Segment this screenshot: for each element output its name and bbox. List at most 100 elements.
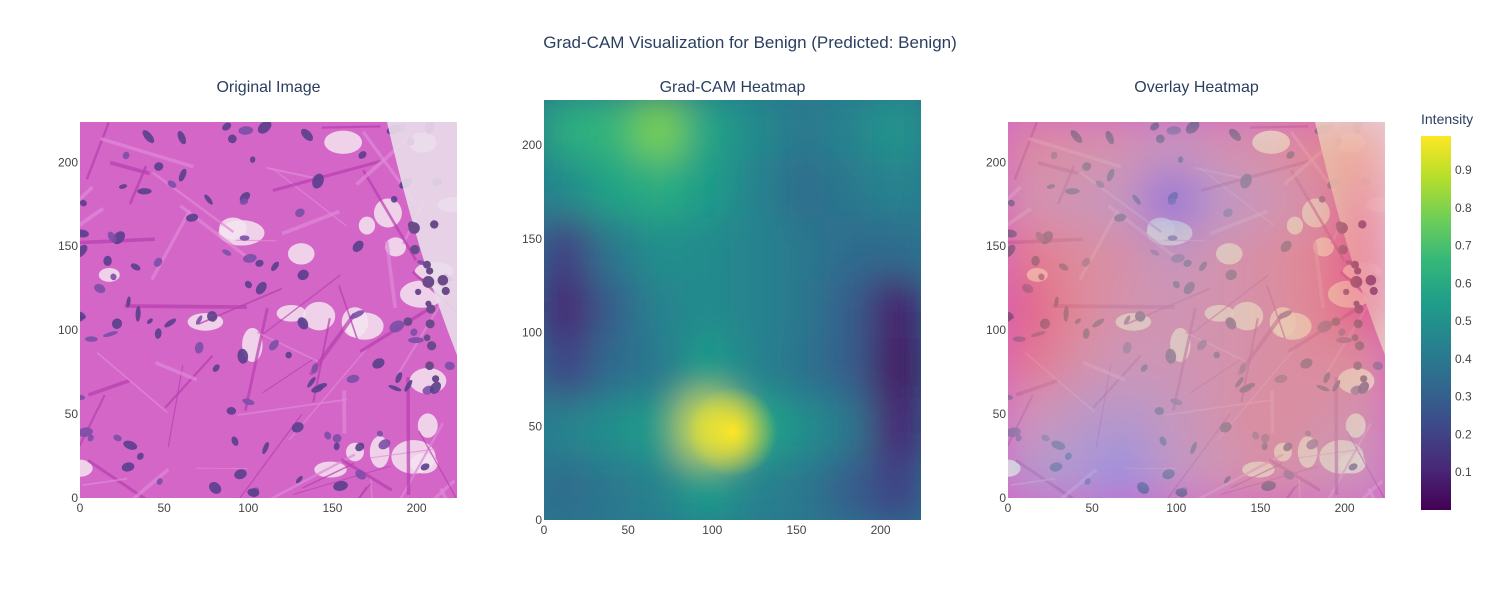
colorbar-tick-label: 0.4: [1455, 352, 1472, 366]
nucleus: [137, 188, 152, 195]
heatmap-cell: [871, 458, 921, 520]
colorbar-tick-label: 0.8: [1455, 201, 1472, 215]
overlay-cell: [1147, 227, 1199, 286]
fiber-strand: [399, 422, 444, 498]
nucleus: [136, 452, 144, 460]
heatmap-cell: [683, 158, 735, 222]
gland-cell: [432, 375, 440, 383]
fiber-strand: [357, 486, 368, 498]
light-patch: [303, 301, 336, 331]
fiber-strand: [87, 459, 147, 498]
heatmap-cell: [824, 398, 876, 462]
overlay-cell: [1147, 122, 1199, 178]
fiber-strand: [96, 351, 168, 414]
nucleus: [255, 259, 264, 267]
overlay-cell: [1053, 281, 1105, 339]
overlay-cell: [1194, 334, 1246, 393]
nucleus: [297, 269, 309, 281]
overlay-cell: [1288, 227, 1340, 286]
heatmap-cell: [871, 218, 921, 282]
nucleus: [271, 261, 280, 272]
x-tick-label: 200: [1335, 501, 1355, 515]
heatmap-cell: [589, 218, 641, 282]
overlay-cell: [1241, 442, 1293, 498]
nucleus: [243, 254, 257, 263]
fiber-strand: [151, 171, 235, 233]
fiber-strand: [321, 125, 381, 129]
heatmap-cell: [871, 158, 921, 222]
nucleus: [244, 280, 252, 289]
fiber-strand: [338, 284, 359, 340]
overlay-cell: [1147, 173, 1199, 232]
nucleus: [420, 463, 430, 471]
heatmap-cell: [636, 398, 688, 462]
nucleus: [295, 208, 305, 218]
overlay-cell: [1008, 442, 1058, 498]
overlay-cell: [1194, 442, 1246, 498]
heatmap-cell: [777, 158, 829, 222]
overlay-color-layer: [1008, 122, 1385, 498]
nucleus: [118, 184, 128, 189]
nucleus: [103, 331, 118, 337]
heatmap-cell: [871, 278, 921, 342]
heatmap-cell: [777, 218, 829, 282]
heatmap-cell: [683, 100, 735, 162]
nucleus: [408, 337, 424, 344]
nucleus: [388, 385, 402, 392]
fiber-strand: [308, 312, 357, 376]
nucleus: [130, 263, 141, 271]
overlay-cell: [1335, 122, 1385, 178]
original-image-panel: [80, 122, 457, 498]
fiber-strand: [80, 206, 105, 227]
fiber-strand: [370, 477, 373, 498]
nucleus: [378, 439, 391, 450]
nucleus: [346, 374, 360, 384]
fiber-strand: [266, 166, 313, 179]
y-tick-label: 200: [522, 138, 542, 152]
overlay-cell: [1241, 281, 1293, 339]
fiber-strand: [87, 378, 130, 397]
x-tick-label: 100: [1166, 501, 1186, 515]
fiber-strand: [433, 479, 456, 498]
x-tick-label: 100: [238, 501, 258, 515]
gland-cell: [425, 319, 435, 329]
gland-cell: [403, 317, 413, 326]
y-tick-label: 50: [529, 419, 543, 433]
heatmap-cell: [824, 158, 876, 222]
nucleus: [177, 130, 187, 145]
panel-title-gradcam: Grad-CAM Heatmap: [659, 79, 806, 96]
overlay-cell: [1100, 281, 1152, 339]
nucleus: [156, 478, 163, 485]
gland-lumen: [387, 122, 457, 356]
fiber-strand: [80, 237, 155, 245]
overlay-cell: [1194, 281, 1246, 339]
nucleus: [352, 240, 364, 253]
nucleus: [154, 328, 162, 339]
heatmap-cell: [636, 158, 688, 222]
colorbar-tick-label: 0.7: [1455, 239, 1472, 253]
fiber-strand: [270, 453, 356, 498]
overlay-cell: [1335, 227, 1385, 286]
heatmap-cell: [544, 218, 594, 282]
nucleus: [113, 434, 122, 442]
light-patch: [287, 243, 315, 265]
overlay-heatmap-axes: 0 50 100 150 200 0 50 100 150 200: [986, 155, 1355, 515]
nucleus: [204, 194, 213, 205]
heatmap-cell: [544, 338, 594, 402]
nucleus: [111, 318, 123, 329]
fiber-strand: [292, 465, 391, 495]
heatmap-cell: [824, 218, 876, 282]
heatmap-cell: [636, 458, 688, 520]
gland-cell: [426, 267, 434, 275]
overlay-cell: [1100, 442, 1152, 498]
light-patch: [80, 459, 93, 477]
nucleus: [238, 126, 254, 135]
fiber-strand: [261, 274, 341, 336]
y-tick-label: 100: [58, 323, 78, 337]
fiber-strand: [418, 430, 457, 498]
nucleus: [121, 462, 135, 472]
nucleus: [167, 180, 177, 189]
overlay-cell: [1053, 173, 1105, 232]
heatmap-cell: [636, 218, 688, 282]
y-tick-label: 50: [65, 407, 79, 421]
